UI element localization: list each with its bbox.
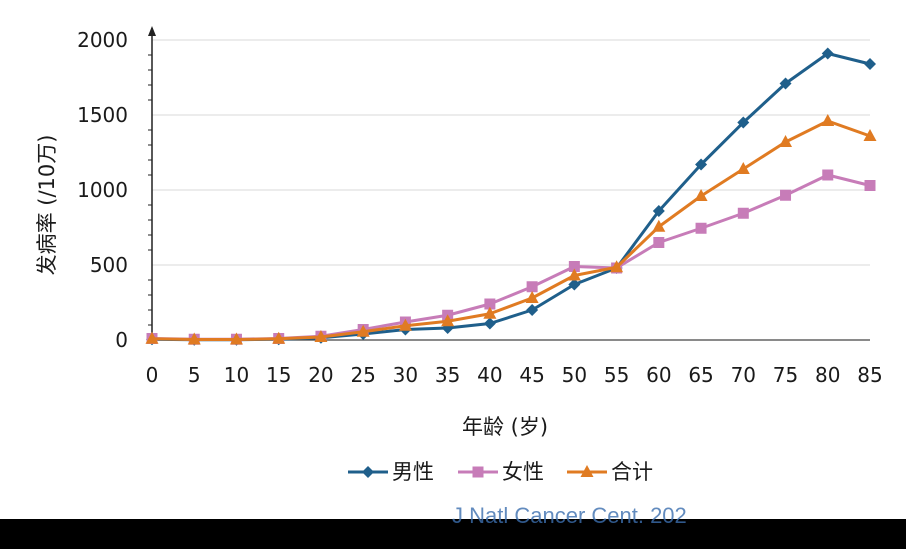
- gridlines: [152, 39, 870, 266]
- data-point: [695, 158, 708, 171]
- x-tick-label: 30: [393, 363, 418, 387]
- series-line: [151, 119, 871, 342]
- x-tick-label: 80: [815, 363, 840, 387]
- y-tick-label: 2000: [77, 28, 128, 52]
- watermark-text: J Natl Cancer Cent. 202: [452, 503, 687, 528]
- y-axis-title: 发病率 (/10万): [35, 135, 59, 276]
- x-axis-title: 年龄 (岁): [462, 415, 548, 439]
- x-tick-label: 10: [224, 363, 249, 387]
- legend-item-1: 男性: [348, 460, 434, 484]
- data-point: [567, 268, 581, 281]
- data-point: [483, 306, 497, 319]
- data-point: [780, 189, 792, 201]
- data-point: [356, 324, 370, 337]
- data-point: [398, 318, 412, 331]
- data-point: [145, 331, 159, 344]
- x-tick-label: 25: [350, 363, 375, 387]
- y-tick-label: 500: [90, 253, 128, 277]
- data-point: [526, 281, 538, 293]
- data-point: [863, 129, 877, 141]
- x-tick-label: 35: [435, 363, 460, 387]
- data-point: [314, 330, 328, 342]
- series-line: [151, 173, 871, 341]
- x-tick-label: 45: [519, 363, 544, 387]
- x-tick-label: 5: [188, 363, 201, 387]
- x-axis-ticks: 0 5 10 15 20 25 30 35 40 45 50 55 60 65 70 75 80 85: [146, 363, 883, 387]
- data-point: [610, 260, 624, 273]
- data-point: [695, 222, 707, 234]
- series-1: [146, 47, 876, 346]
- y-axis-ticks: 0 500 1000 1500 2000: [77, 28, 152, 352]
- data-point: [653, 237, 665, 248]
- data-point: [737, 207, 749, 219]
- data-point: [483, 317, 496, 330]
- series-3: [145, 114, 877, 345]
- data-point: [821, 114, 835, 126]
- x-tick-label: 55: [604, 363, 629, 387]
- data-point: [484, 298, 496, 310]
- x-tick-label: 75: [773, 363, 798, 387]
- y-tick-label: 0: [115, 328, 128, 352]
- x-tick-label: 20: [308, 363, 333, 387]
- data-point: [737, 116, 750, 129]
- legend-label: 男性: [392, 460, 434, 484]
- x-tick-label: 85: [857, 363, 882, 387]
- legend: 男性 女性 合计: [348, 460, 653, 484]
- data-point: [821, 47, 834, 60]
- data-point: [652, 205, 665, 217]
- data-point: [864, 180, 876, 191]
- x-tick-label: 0: [146, 363, 159, 387]
- x-tick-label: 15: [266, 363, 291, 387]
- legend-swatch-marker: [580, 465, 594, 477]
- bottom-bar: [0, 519, 906, 549]
- y-axis-arrow: [148, 26, 156, 36]
- y-tick-label: 1000: [77, 178, 128, 202]
- legend-item-2: 女性: [458, 460, 544, 484]
- data-point: [187, 332, 201, 345]
- data-point: [568, 261, 580, 272]
- data-point: [652, 219, 666, 232]
- data-point: [694, 189, 708, 201]
- legend-item-3: 合计: [567, 460, 653, 484]
- x-tick-label: 40: [477, 363, 502, 387]
- data-point: [864, 58, 876, 70]
- data-point: [272, 331, 286, 344]
- data-point: [822, 169, 834, 181]
- data-point: [525, 291, 539, 303]
- series-layer: [145, 47, 877, 346]
- data-point: [779, 77, 792, 90]
- x-tick-label: 65: [688, 363, 713, 387]
- data-point: [229, 332, 243, 345]
- series-2: [146, 169, 876, 345]
- x-tick-label: 50: [562, 363, 587, 387]
- data-point: [526, 304, 539, 316]
- data-point: [736, 162, 750, 174]
- data-point: [441, 314, 455, 327]
- x-tick-label: 60: [646, 363, 671, 387]
- legend-swatch-marker: [362, 466, 374, 478]
- legend-label: 合计: [611, 460, 653, 484]
- y-tick-label: 1500: [77, 103, 128, 127]
- legend-label: 女性: [502, 460, 544, 484]
- data-point: [779, 135, 793, 147]
- legend-swatch-marker: [472, 466, 484, 478]
- x-tick-label: 70: [731, 363, 756, 387]
- axes: [148, 26, 870, 341]
- data-point: [568, 278, 581, 291]
